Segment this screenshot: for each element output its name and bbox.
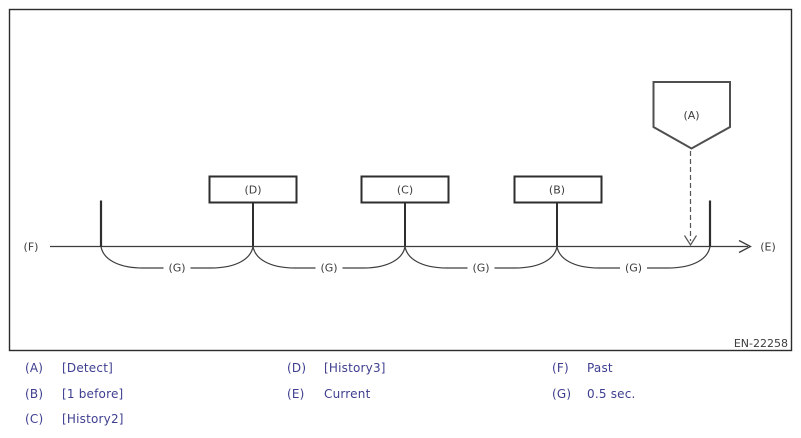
interval-label: (G) — [625, 262, 642, 275]
legend-key: (G) — [552, 387, 572, 401]
current-label: (E) — [760, 241, 776, 254]
timeline-arrow-head-icon — [738, 239, 752, 254]
detect-marker-label: (A) — [683, 109, 699, 122]
one-before-box — [513, 175, 603, 204]
legend-key: (E) — [287, 387, 305, 401]
legend-label: [History3] — [324, 361, 386, 375]
legend-key: (B) — [25, 387, 44, 401]
legend-label: [Detect] — [62, 361, 113, 375]
history3-box — [208, 175, 298, 204]
interval-label: (G) — [320, 262, 337, 275]
legend-entry-e: (E) Current — [287, 386, 370, 402]
history2-label: (C) — [397, 184, 413, 197]
interval-label-bg — [467, 261, 495, 274]
legend-key: (F) — [552, 361, 569, 375]
interval-label-bg — [315, 261, 343, 274]
legend-label: Current — [324, 387, 371, 401]
legend-entry-f: (F) Past — [552, 360, 613, 376]
legend-entry-g: (G) 0.5 sec. — [552, 386, 636, 402]
legend-label: 0.5 sec. — [587, 387, 636, 401]
legend-key: (D) — [287, 361, 307, 375]
one-before-label: (B) — [549, 184, 565, 197]
legend-key: (A) — [25, 361, 44, 375]
legend-label: [History2] — [62, 412, 124, 426]
timing-diagram: (A) (D) (C) (B) (F) (E) (G) (G) — [8, 8, 793, 352]
legend-entry-a: (A) [Detect] — [25, 360, 113, 376]
history3-label: (D) — [244, 184, 261, 197]
interval-label: (G) — [472, 262, 489, 275]
interval-label: (G) — [168, 262, 185, 275]
interval-label-bg — [163, 261, 191, 274]
legend-key: (C) — [25, 412, 44, 426]
legend-entry-c: (C) [History2] — [25, 411, 124, 427]
legend-label: Past — [587, 361, 613, 375]
detect-arrow-head-icon — [683, 235, 698, 247]
interval-label-bg — [620, 261, 647, 274]
detect-marker-shape — [652, 81, 731, 150]
past-label: (F) — [24, 241, 39, 254]
figure-id-label: EN-22258 — [734, 337, 788, 350]
legend-entry-b: (B) [1 before] — [25, 386, 123, 402]
legend-label: [1 before] — [62, 387, 124, 401]
legend-entry-d: (D) [History3] — [287, 360, 386, 376]
